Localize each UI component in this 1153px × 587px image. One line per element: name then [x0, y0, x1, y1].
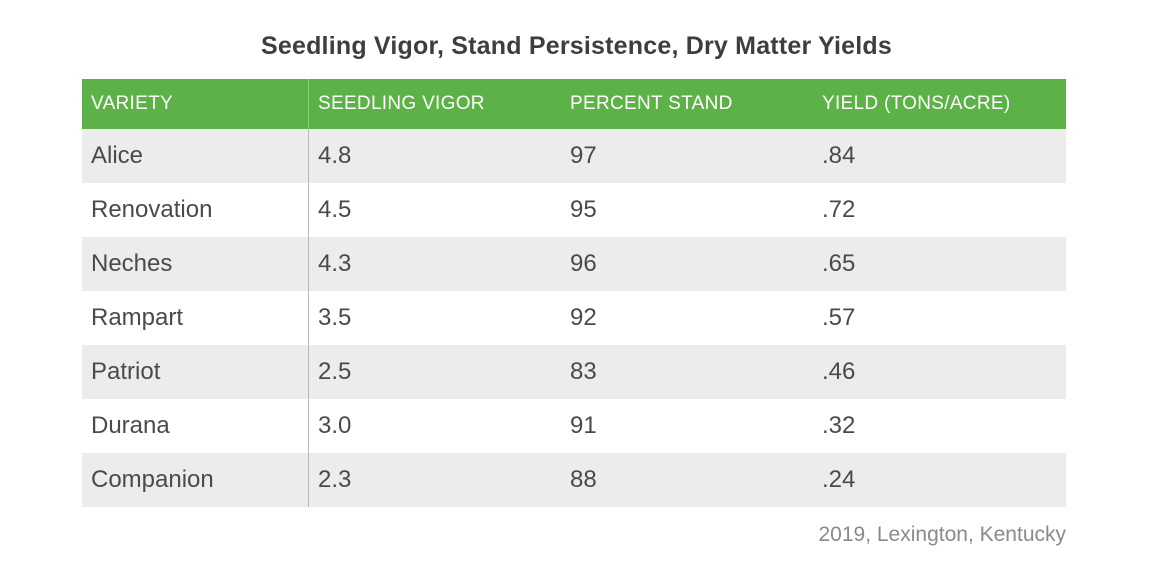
column-header-yield: YIELD (TONS/ACRE) [822, 93, 1011, 114]
percent-stand-cell: 88 [570, 466, 597, 493]
table-row: Durana 3.0 91 .32 [82, 399, 1066, 453]
yield-cell: .57 [822, 304, 856, 331]
table-row: Neches 4.3 96 .65 [82, 237, 1066, 291]
seedling-vigor-cell: 4.8 [318, 142, 352, 169]
yield-cell: .32 [822, 412, 856, 439]
table-row: Companion 2.3 88 .24 [82, 453, 1066, 507]
percent-stand-cell: 95 [570, 196, 597, 223]
percent-stand-cell: 83 [570, 358, 597, 385]
variety-cell: Alice [82, 129, 309, 183]
variety-cell: Neches [82, 237, 309, 291]
yield-cell: .72 [822, 196, 856, 223]
column-header-percent-stand: PERCENT STAND [570, 93, 733, 114]
table-row: Renovation 4.5 95 .72 [82, 183, 1066, 237]
percent-stand-cell: 92 [570, 304, 597, 331]
table-row: Alice 4.8 97 .84 [82, 129, 1066, 183]
seedling-vigor-cell: 2.5 [318, 358, 352, 385]
variety-cell: Durana [82, 399, 309, 453]
table-header: VARIETY SEEDLING VIGOR PERCENT STAND YIE… [82, 79, 1066, 129]
column-header-seedling-vigor: SEEDLING VIGOR [318, 93, 485, 114]
seedling-vigor-cell: 2.3 [318, 466, 352, 493]
table-title: Seedling Vigor, Stand Persistence, Dry M… [261, 32, 892, 60]
percent-stand-cell: 97 [570, 142, 597, 169]
variety-cell: Companion [82, 453, 309, 507]
yield-cell: .46 [822, 358, 856, 385]
seedling-vigor-cell: 3.5 [318, 304, 352, 331]
source-note: 2019, Lexington, Kentucky [818, 523, 1066, 546]
percent-stand-cell: 91 [570, 412, 597, 439]
table-row: Patriot 2.5 83 .46 [82, 345, 1066, 399]
variety-cell: Patriot [82, 345, 309, 399]
percent-stand-cell: 96 [570, 250, 597, 277]
seedling-vigor-cell: 4.3 [318, 250, 352, 277]
table-row: Rampart 3.5 92 .57 [82, 291, 1066, 345]
seedling-vigor-cell: 3.0 [318, 412, 352, 439]
variety-cell: Rampart [82, 291, 309, 345]
yield-cell: .65 [822, 250, 856, 277]
seedling-vigor-cell: 4.5 [318, 196, 352, 223]
variety-cell: Renovation [82, 183, 309, 237]
data-table: VARIETY SEEDLING VIGOR PERCENT STAND YIE… [82, 79, 1066, 507]
yield-cell: .84 [822, 142, 856, 169]
column-header-variety: VARIETY [82, 79, 309, 129]
yield-cell: .24 [822, 466, 856, 493]
